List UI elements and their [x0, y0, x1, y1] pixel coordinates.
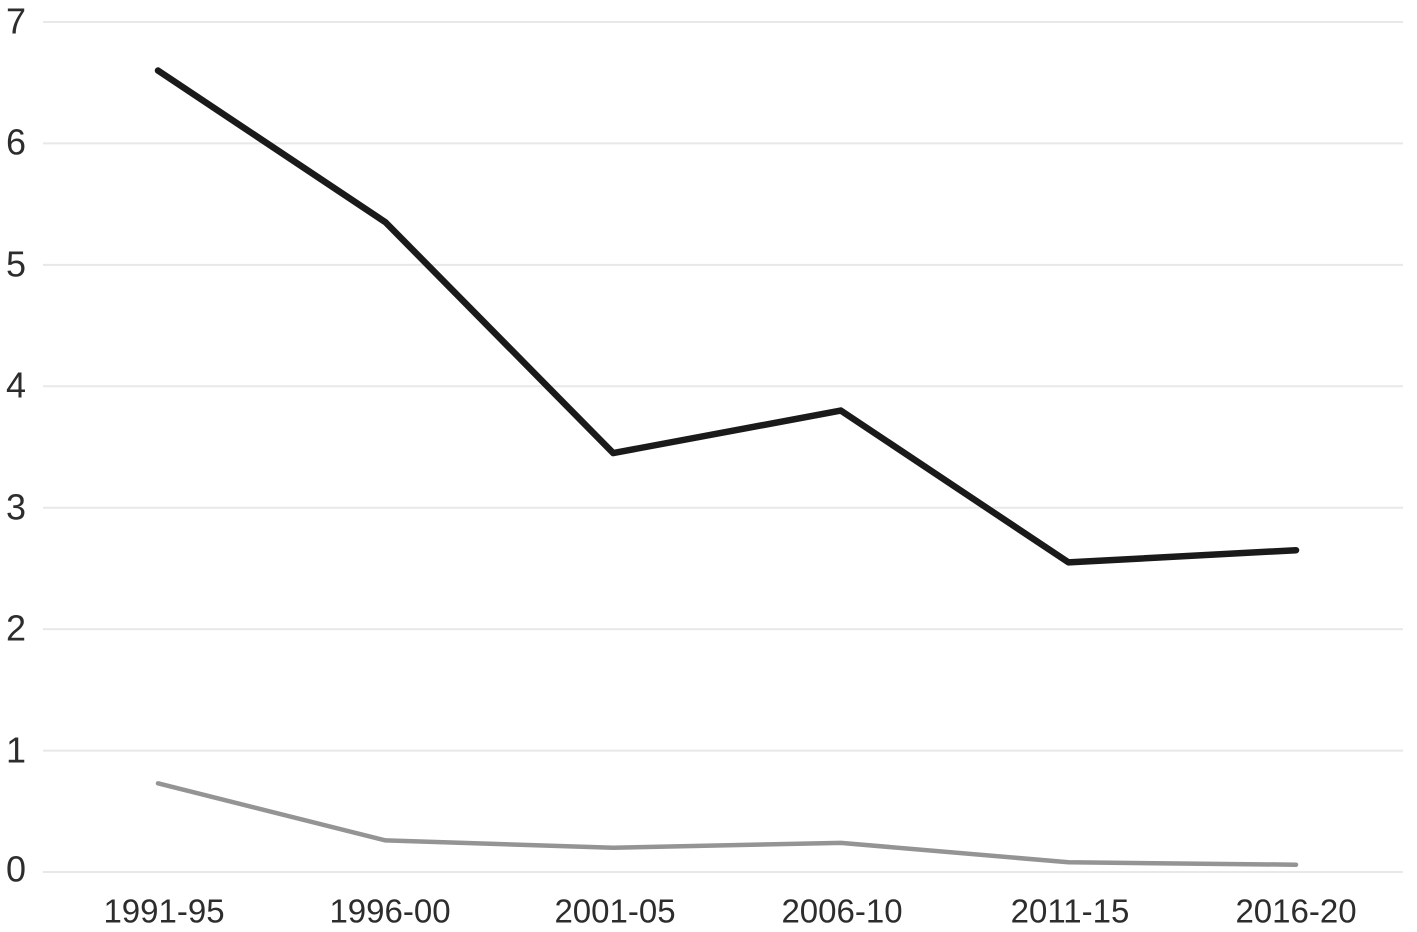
y-axis-tick-label: 7	[6, 0, 27, 42]
y-axis-tick-label: 1	[6, 729, 27, 771]
y-axis-tick-label: 2	[6, 607, 27, 649]
y-axis-tick-label: 4	[6, 364, 27, 406]
x-axis-tick-label: 2011-15	[1010, 892, 1130, 930]
y-axis-tick-label: 5	[6, 243, 27, 285]
x-axis-tick-label: 1996-00	[329, 892, 451, 930]
y-axis-tick-label: 0	[6, 848, 27, 890]
gray-series-line	[155, 781, 1299, 867]
x-axis-tick-label: 2006-10	[781, 892, 903, 930]
x-axis-tick-label: 2016-20	[1235, 892, 1357, 930]
y-axis-tick-label: 3	[6, 486, 27, 528]
x-axis-tick-label: 2001-05	[554, 892, 676, 930]
x-axis-tick-label: 1991-95	[103, 892, 225, 930]
dark-series-line	[154, 67, 1300, 566]
y-axis-tick-label: 6	[6, 121, 27, 163]
